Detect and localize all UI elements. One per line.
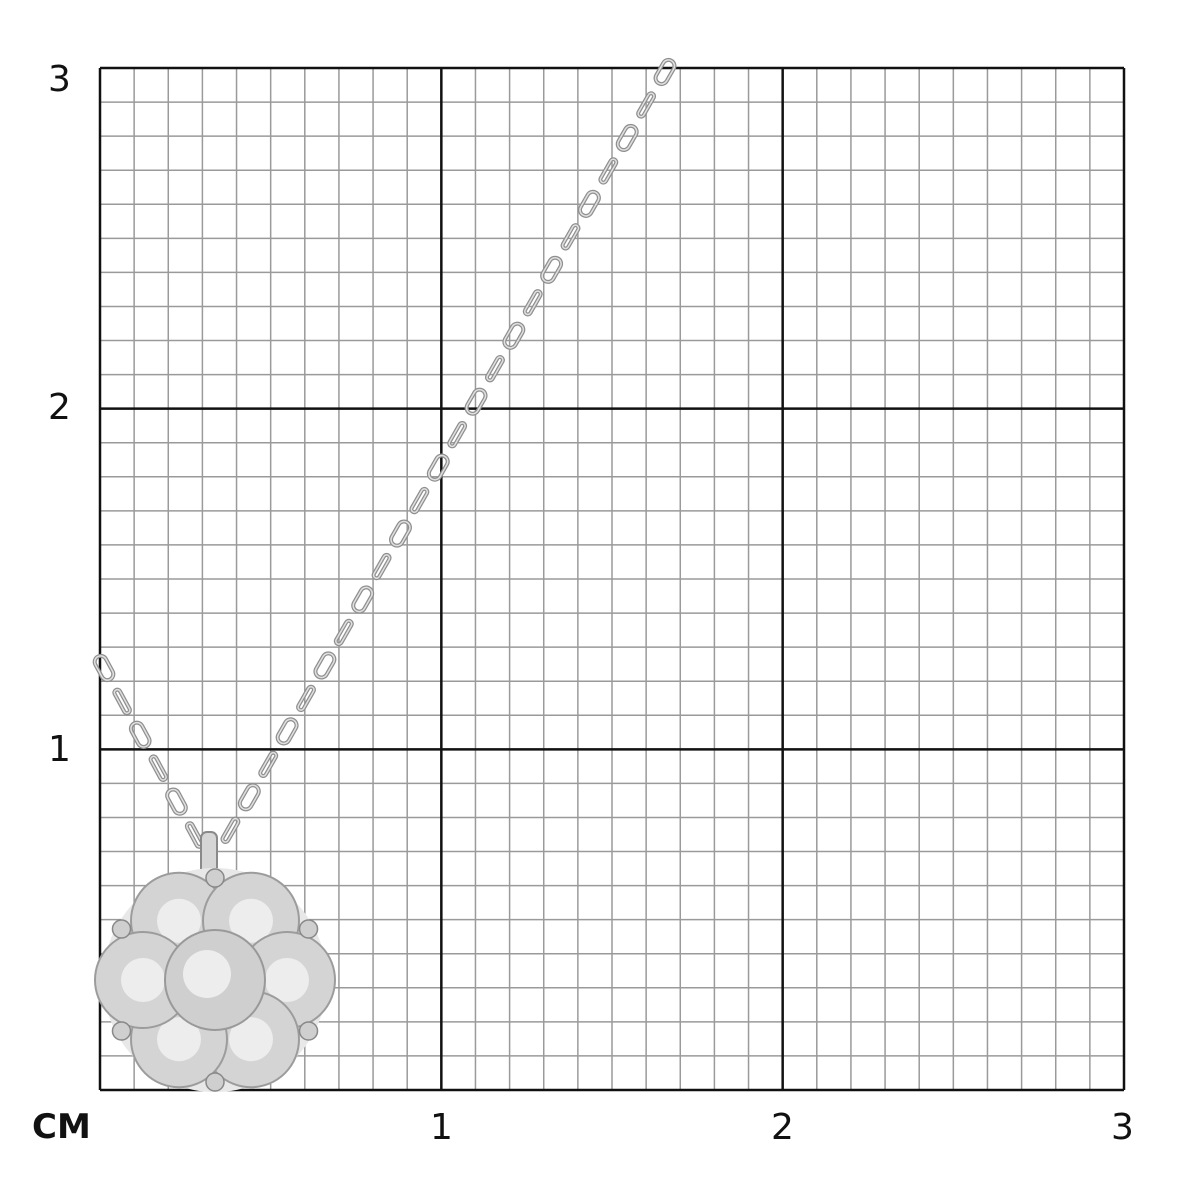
- prong: [298, 1021, 319, 1041]
- x-label-3: 3: [1111, 1107, 1134, 1148]
- x-label-2: 2: [771, 1107, 794, 1148]
- y-label-3: 3: [48, 59, 71, 100]
- chain-link: [112, 687, 132, 716]
- chain-link: [165, 787, 188, 816]
- chain-link: [653, 57, 677, 87]
- chain-link: [220, 816, 241, 844]
- chain-link: [388, 519, 412, 548]
- chain-link: [128, 720, 152, 749]
- diamond-highlight: [229, 898, 273, 943]
- y-label-2: 2: [48, 387, 71, 428]
- chain-link: [540, 255, 564, 284]
- chain-link: [615, 123, 639, 153]
- chain-link: [598, 157, 619, 185]
- chain-link: [333, 618, 354, 647]
- chain-link: [313, 651, 337, 680]
- prong: [205, 1072, 225, 1092]
- chain-link: [502, 321, 526, 350]
- chain-link: [351, 585, 375, 614]
- chain-link: [577, 189, 601, 218]
- chain-link: [560, 223, 581, 251]
- prong: [111, 1021, 132, 1041]
- prong: [298, 919, 319, 939]
- chain-link: [258, 750, 279, 779]
- chain-link: [409, 486, 430, 515]
- diamond-highlight: [183, 950, 231, 998]
- chain-link: [447, 420, 468, 449]
- diamond-highlight: [265, 958, 309, 1002]
- diamond-highlight: [229, 1017, 273, 1062]
- chain-link: [636, 91, 657, 119]
- chain-link: [237, 783, 261, 812]
- chain-link: [426, 453, 450, 482]
- unit-label: CM: [32, 1107, 91, 1147]
- chain-link: [275, 717, 299, 746]
- chain-link: [92, 653, 116, 683]
- y-label-1: 1: [48, 729, 71, 770]
- x-label-1: 1: [430, 1107, 453, 1148]
- chain-link: [296, 684, 316, 713]
- chain-link: [522, 289, 543, 317]
- diamond-highlight: [157, 1017, 201, 1062]
- chain-link: [371, 552, 392, 581]
- prong: [205, 868, 225, 888]
- diamond-highlight: [121, 958, 165, 1002]
- chain-link: [484, 355, 505, 383]
- chain-link: [148, 754, 169, 782]
- diamond-highlight: [157, 898, 201, 943]
- prong: [111, 919, 132, 939]
- chain-link: [464, 387, 488, 416]
